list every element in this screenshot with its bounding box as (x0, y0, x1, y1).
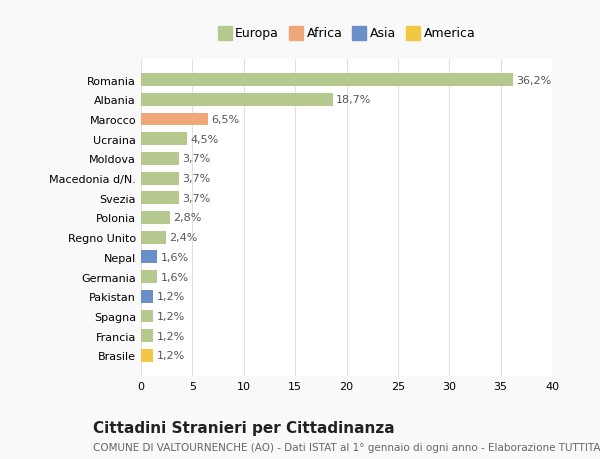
Text: 2,4%: 2,4% (169, 233, 197, 243)
Bar (141, 192, 179, 205)
Text: 1,6%: 1,6% (161, 272, 188, 282)
Text: 3,7%: 3,7% (182, 193, 211, 203)
Text: Cittadini Stranieri per Cittadinanza: Cittadini Stranieri per Cittadinanza (93, 420, 395, 435)
Text: 3,7%: 3,7% (182, 154, 211, 164)
Bar (141, 113, 208, 126)
Text: 1,2%: 1,2% (157, 331, 185, 341)
Text: 36,2%: 36,2% (516, 75, 551, 85)
Bar (141, 290, 154, 303)
Bar (141, 349, 154, 362)
Text: 4,5%: 4,5% (190, 134, 218, 145)
Bar (141, 330, 154, 342)
Bar (141, 212, 170, 224)
Text: 18,7%: 18,7% (336, 95, 371, 105)
Bar (141, 251, 157, 264)
Bar (141, 94, 333, 106)
Text: 3,7%: 3,7% (182, 174, 211, 184)
Legend: Europa, Africa, Asia, America: Europa, Africa, Asia, America (215, 25, 478, 43)
Bar (141, 172, 179, 185)
Text: 1,6%: 1,6% (161, 252, 188, 263)
Bar (141, 310, 154, 323)
Bar (141, 133, 187, 146)
Text: 1,2%: 1,2% (157, 291, 185, 302)
Text: 2,8%: 2,8% (173, 213, 201, 223)
Text: COMUNE DI VALTOURNENCHE (AO) - Dati ISTAT al 1° gennaio di ogni anno - Elaborazi: COMUNE DI VALTOURNENCHE (AO) - Dati ISTA… (93, 442, 600, 452)
Text: 1,2%: 1,2% (157, 311, 185, 321)
Bar (141, 231, 166, 244)
Bar (141, 153, 179, 165)
Bar (141, 74, 513, 87)
Text: 1,2%: 1,2% (157, 351, 185, 361)
Bar (141, 271, 157, 283)
Text: 6,5%: 6,5% (211, 115, 239, 125)
